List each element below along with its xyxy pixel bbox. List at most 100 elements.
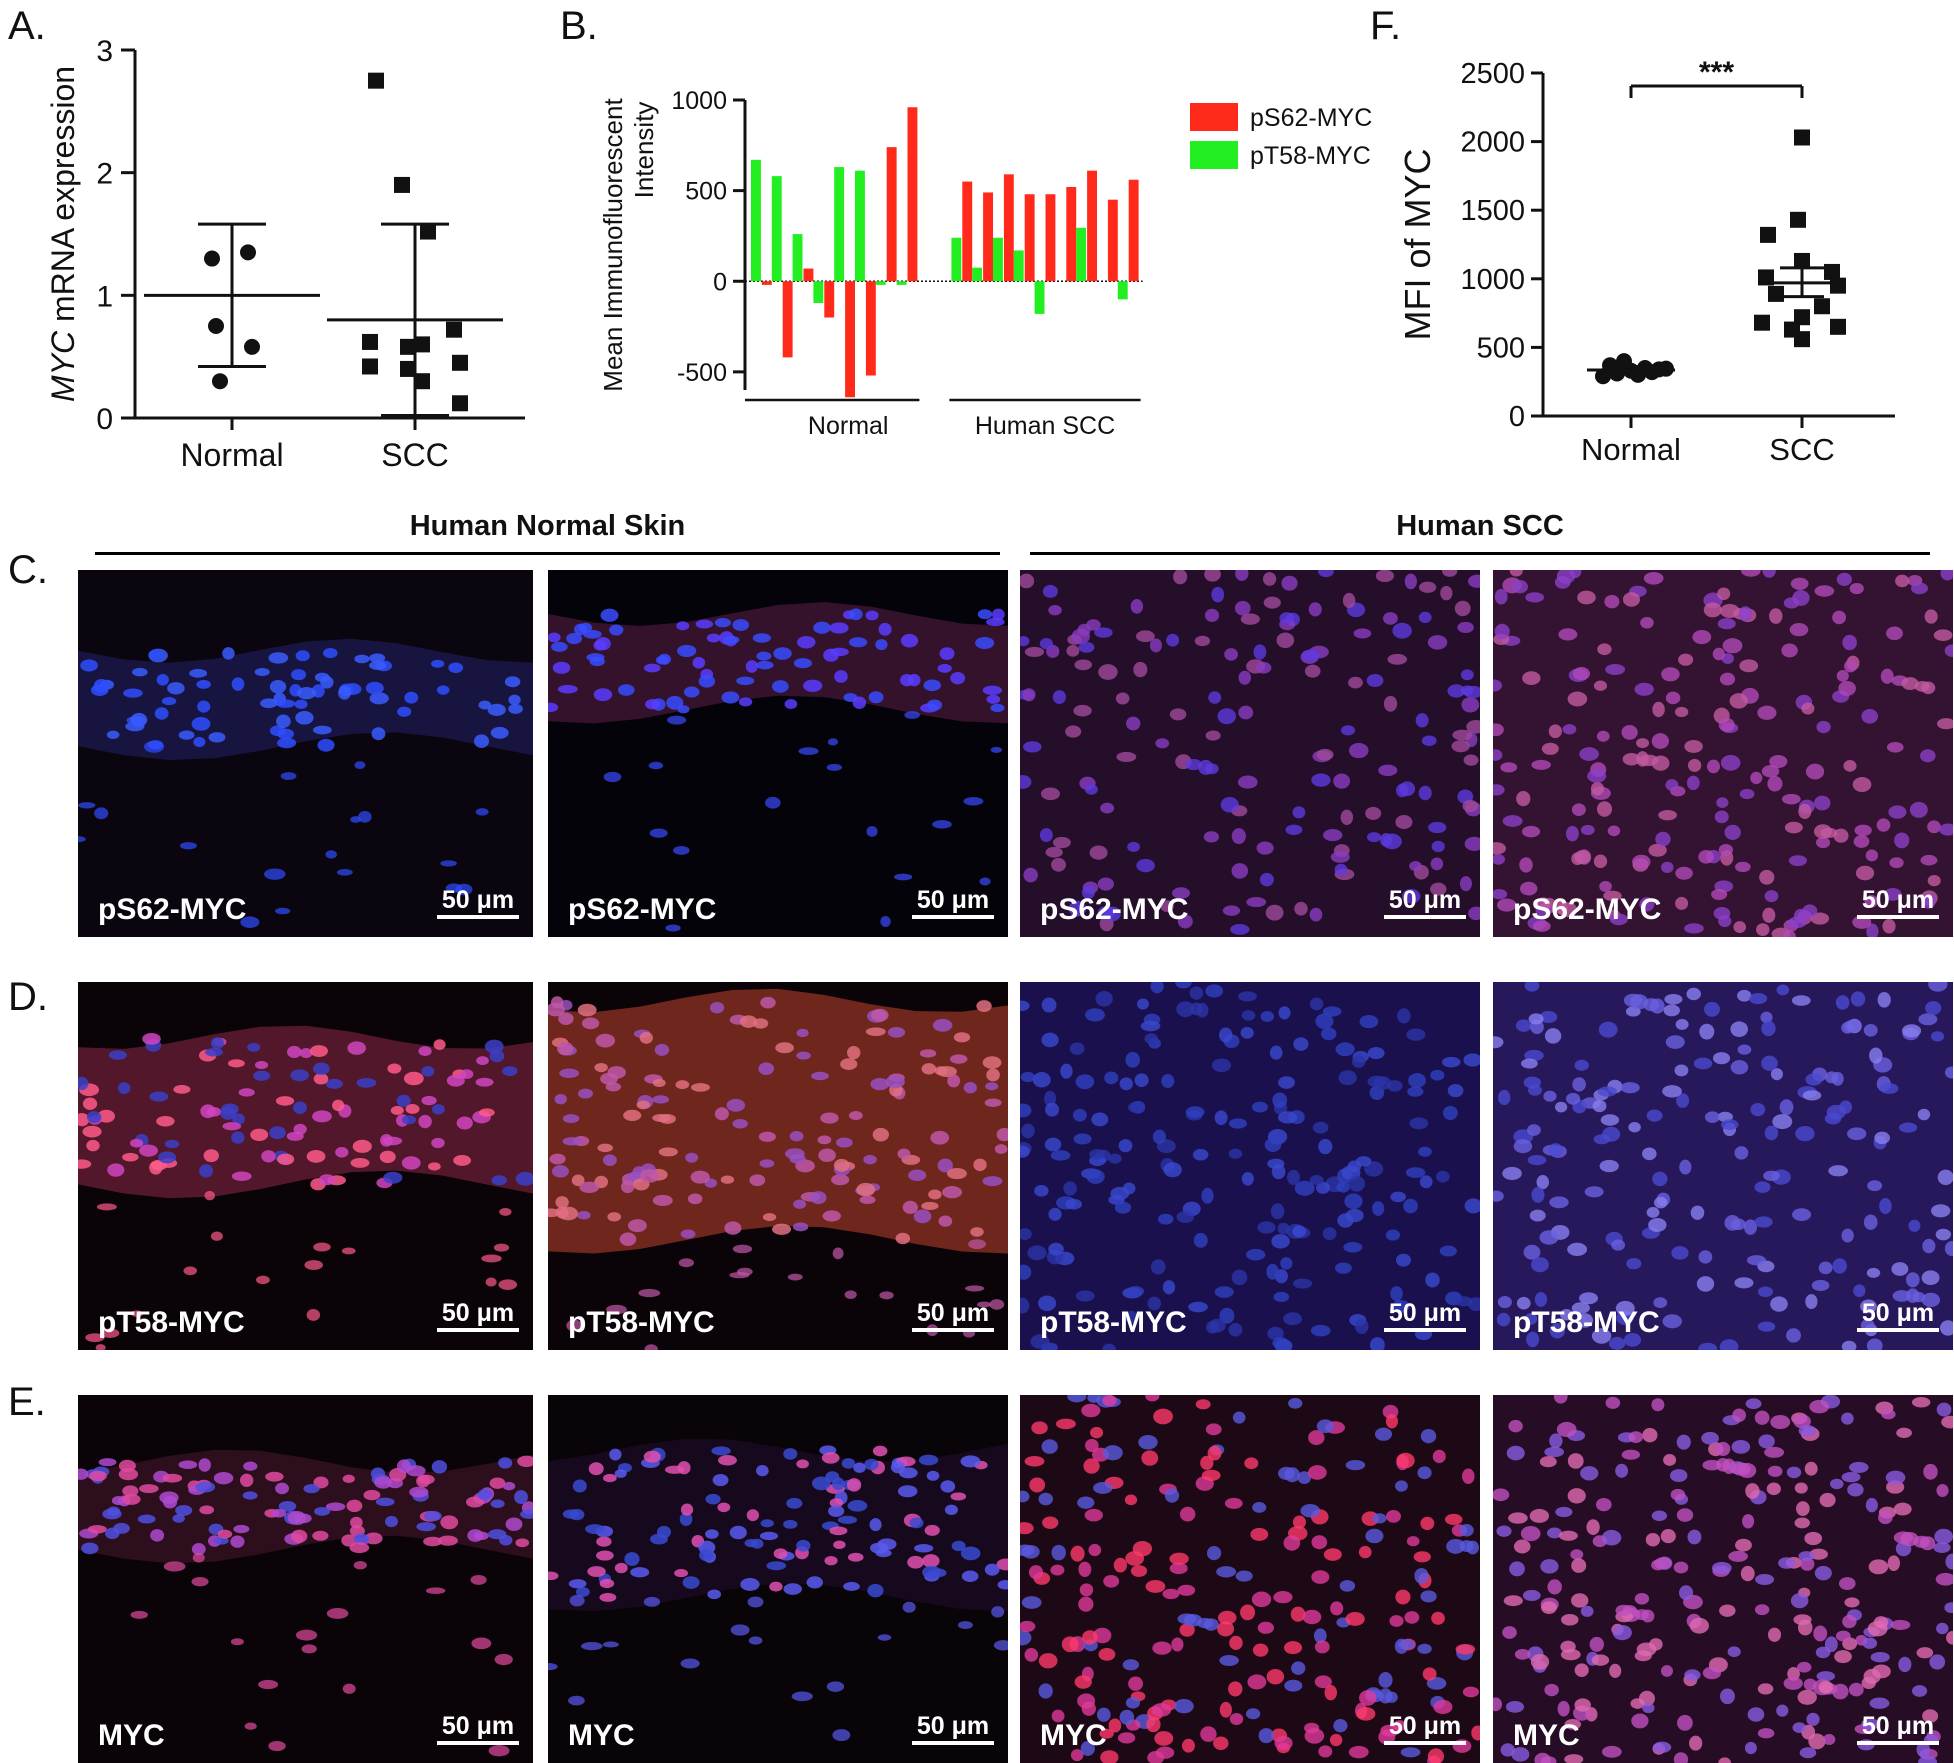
nucleus [1853, 1284, 1866, 1298]
nucleus [1944, 1240, 1953, 1257]
nucleus [732, 1119, 748, 1129]
nucleus [789, 1131, 804, 1142]
nucleus [1651, 1510, 1668, 1522]
nucleus [260, 698, 278, 709]
nucleus [490, 1499, 505, 1509]
scale-bar: 50 μm [437, 1713, 519, 1745]
nucleus [1136, 998, 1149, 1010]
nucleus [1555, 901, 1568, 915]
nucleus [1646, 1206, 1660, 1218]
nucleus [1526, 1331, 1540, 1348]
nucleus [893, 873, 913, 881]
nucleus [880, 915, 891, 927]
nucleus [654, 1043, 670, 1056]
micrograph-image [548, 1438, 1008, 1742]
b-y-tick-label: 1000 [671, 87, 727, 115]
nucleus [1678, 1585, 1694, 1601]
nucleus [1217, 1621, 1235, 1637]
nucleus [1175, 982, 1192, 989]
nucleus [683, 686, 700, 698]
nucleus [1422, 1667, 1437, 1681]
nucleus [846, 1478, 862, 1492]
nucleus [1390, 1286, 1403, 1302]
nucleus [1874, 1131, 1890, 1145]
nucleus [1767, 1627, 1782, 1642]
nucleus [1509, 570, 1523, 577]
nucleus [1745, 1483, 1760, 1499]
nucleus [276, 714, 291, 729]
nucleus [771, 680, 789, 693]
nucleus [1539, 1010, 1558, 1024]
nucleus [1211, 1058, 1232, 1073]
nucleus [1661, 861, 1674, 874]
nucleus [1843, 759, 1857, 772]
b-bar-ps62 [824, 281, 835, 318]
nucleus [1535, 897, 1551, 911]
nucleus [1309, 997, 1324, 1011]
nucleus [1255, 661, 1272, 674]
nucleus [837, 1515, 858, 1524]
nucleus [1924, 609, 1938, 624]
nucleus [747, 1596, 764, 1608]
nucleus [1315, 1013, 1334, 1030]
nucleus [698, 674, 716, 688]
nucleus [1511, 580, 1528, 594]
panel-letter-a: A. [8, 4, 46, 48]
nucleus [1885, 1470, 1906, 1485]
stain-label: MYC [1040, 1719, 1107, 1752]
nucleus [758, 1131, 776, 1142]
micrograph-e-1: MYC 50 μm [78, 1395, 533, 1763]
nucleus [1596, 801, 1613, 817]
nucleus [275, 699, 296, 708]
nucleus [721, 691, 740, 704]
nucleus [1096, 1707, 1111, 1722]
a-point [420, 223, 436, 240]
nucleus [191, 716, 211, 731]
nucleus [609, 624, 624, 636]
nucleus [583, 629, 602, 639]
nucleus [1161, 1074, 1175, 1089]
nucleus [1891, 1262, 1909, 1276]
nucleus [1108, 1153, 1122, 1164]
nucleus [1813, 1625, 1828, 1642]
nucleus [652, 1095, 670, 1104]
nucleus [1231, 863, 1249, 879]
nucleus [829, 1498, 844, 1508]
nucleus [984, 1563, 1000, 1576]
nucleus [1136, 858, 1155, 873]
nucleus [1654, 1557, 1672, 1570]
nucleus [1724, 1215, 1741, 1231]
nucleus [759, 1159, 775, 1168]
nucleus [1805, 1294, 1818, 1310]
nucleus [1941, 1415, 1953, 1429]
nucleus [1020, 1630, 1032, 1646]
nucleus [264, 868, 286, 880]
nucleus [363, 1489, 381, 1501]
nucleus [636, 1100, 650, 1110]
nucleus [793, 1199, 807, 1209]
stain-label: pT58-MYC [98, 1306, 245, 1339]
nucleus [548, 1002, 565, 1017]
nucleus [111, 1496, 126, 1506]
tissue-band [78, 1449, 533, 1564]
nucleus [1415, 713, 1429, 728]
nucleus [239, 1473, 254, 1487]
nucleus [1387, 653, 1408, 665]
nucleus [793, 658, 812, 669]
nucleus [1463, 754, 1479, 766]
nucleus [1201, 1469, 1221, 1482]
nucleus [1195, 1399, 1211, 1410]
nucleus [934, 1066, 948, 1076]
nucleus [1069, 1042, 1085, 1055]
nucleus [1520, 1525, 1541, 1542]
nucleus [994, 1144, 1008, 1154]
a-point [394, 176, 410, 193]
nucleus [1632, 854, 1651, 869]
nucleus [353, 1561, 367, 1570]
nucleus [1020, 1264, 1032, 1280]
nucleus [163, 1561, 186, 1572]
nucleus [1100, 802, 1115, 814]
nucleus [766, 1561, 787, 1571]
nucleus [1262, 572, 1277, 586]
nucleus [1816, 1671, 1836, 1682]
